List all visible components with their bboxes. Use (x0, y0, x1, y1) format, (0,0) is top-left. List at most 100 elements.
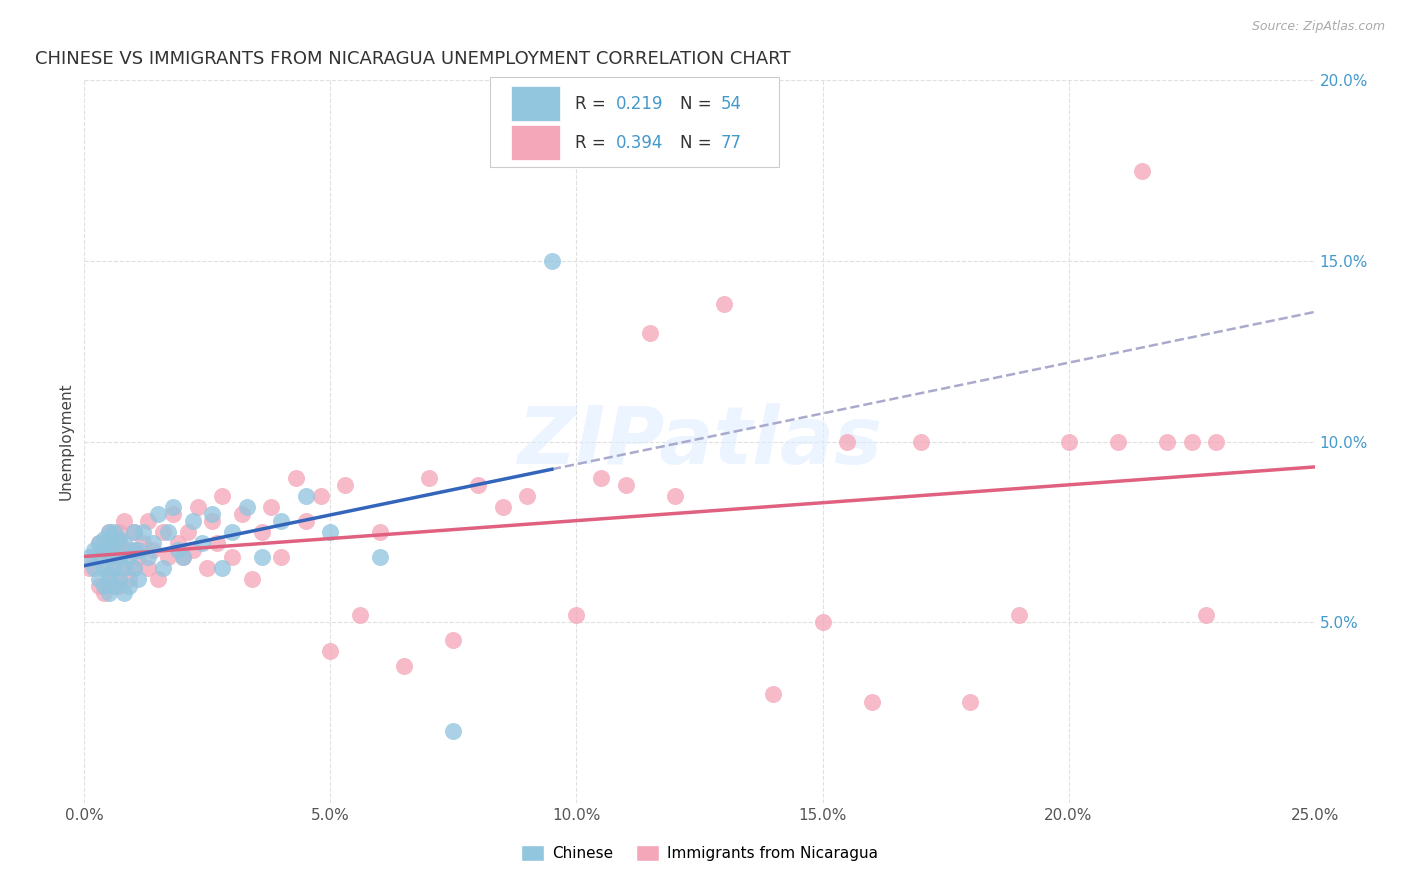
Point (640, 326, 662, 340)
Y-axis label: Unemployment: Unemployment (58, 383, 73, 500)
Point (1195, 607, 1218, 622)
Point (87, 535, 111, 549)
Point (467, 478, 489, 492)
Point (98, 561, 120, 575)
Text: CHINESE VS IMMIGRANTS FROM NICARAGUA UNEMPLOYMENT CORRELATION CHART: CHINESE VS IMMIGRANTS FROM NICARAGUA UNE… (35, 50, 790, 68)
Point (98, 568, 120, 582)
Text: R =: R = (575, 95, 606, 112)
Text: 0.394: 0.394 (616, 134, 664, 152)
Point (148, 507, 170, 521)
Point (93, 586, 115, 600)
Point (309, 489, 332, 503)
Point (87, 572, 111, 586)
Point (152, 561, 174, 575)
Point (1057, 434, 1080, 449)
Point (191, 535, 214, 549)
Point (157, 550, 180, 565)
Point (860, 695, 883, 709)
Text: R =: R = (575, 134, 606, 152)
Point (93, 542, 115, 557)
Point (87, 579, 111, 593)
Point (207, 535, 229, 549)
Point (284, 471, 308, 485)
Point (128, 550, 150, 565)
Point (270, 514, 292, 528)
Point (240, 572, 263, 586)
Point (811, 615, 834, 630)
Point (565, 607, 588, 622)
Point (112, 586, 135, 600)
Point (118, 572, 141, 586)
Point (166, 542, 188, 557)
Point (166, 535, 188, 549)
Point (236, 500, 259, 514)
Text: N =: N = (681, 134, 711, 152)
Point (260, 500, 283, 514)
Point (79, 561, 101, 575)
Point (98, 535, 120, 549)
Point (118, 579, 141, 593)
Point (614, 478, 637, 492)
Point (138, 561, 160, 575)
Point (1107, 434, 1129, 449)
Point (211, 489, 233, 503)
Point (122, 542, 145, 557)
Point (132, 535, 155, 549)
Point (443, 633, 465, 648)
Point (98, 586, 120, 600)
Point (162, 500, 184, 514)
Point (112, 561, 135, 575)
Point (142, 542, 165, 557)
Point (1008, 607, 1031, 622)
Point (492, 500, 515, 514)
Point (142, 535, 165, 549)
Point (79, 550, 101, 565)
Point (186, 500, 209, 514)
FancyBboxPatch shape (491, 77, 779, 167)
Point (591, 471, 613, 485)
Point (181, 542, 204, 557)
Point (295, 514, 318, 528)
Point (837, 434, 859, 449)
Point (148, 572, 170, 586)
Point (335, 478, 357, 492)
Point (138, 550, 160, 565)
Point (910, 434, 932, 449)
Text: 54: 54 (720, 95, 741, 112)
Point (664, 489, 686, 503)
Point (122, 561, 145, 575)
Point (541, 254, 564, 268)
FancyBboxPatch shape (512, 125, 561, 160)
Point (122, 524, 145, 539)
Point (118, 542, 141, 557)
Point (157, 524, 180, 539)
Point (211, 561, 233, 575)
Point (368, 550, 391, 565)
Point (87, 550, 111, 565)
Point (108, 532, 131, 546)
Point (368, 524, 391, 539)
Point (172, 550, 194, 565)
Point (112, 514, 135, 528)
Point (152, 524, 174, 539)
Point (349, 607, 371, 622)
Point (319, 524, 342, 539)
FancyBboxPatch shape (512, 87, 561, 121)
Point (122, 524, 145, 539)
Point (959, 695, 981, 709)
Point (103, 524, 125, 539)
Point (762, 687, 785, 701)
Point (98, 524, 120, 539)
Point (201, 514, 224, 528)
Point (93, 579, 115, 593)
Point (221, 524, 243, 539)
Point (103, 579, 125, 593)
Text: ZIPatlas: ZIPatlas (517, 402, 882, 481)
Point (1181, 434, 1204, 449)
Point (103, 572, 125, 586)
Point (231, 507, 253, 521)
Text: 0.219: 0.219 (616, 95, 664, 112)
Point (295, 489, 318, 503)
Point (181, 514, 204, 528)
Point (103, 561, 125, 575)
